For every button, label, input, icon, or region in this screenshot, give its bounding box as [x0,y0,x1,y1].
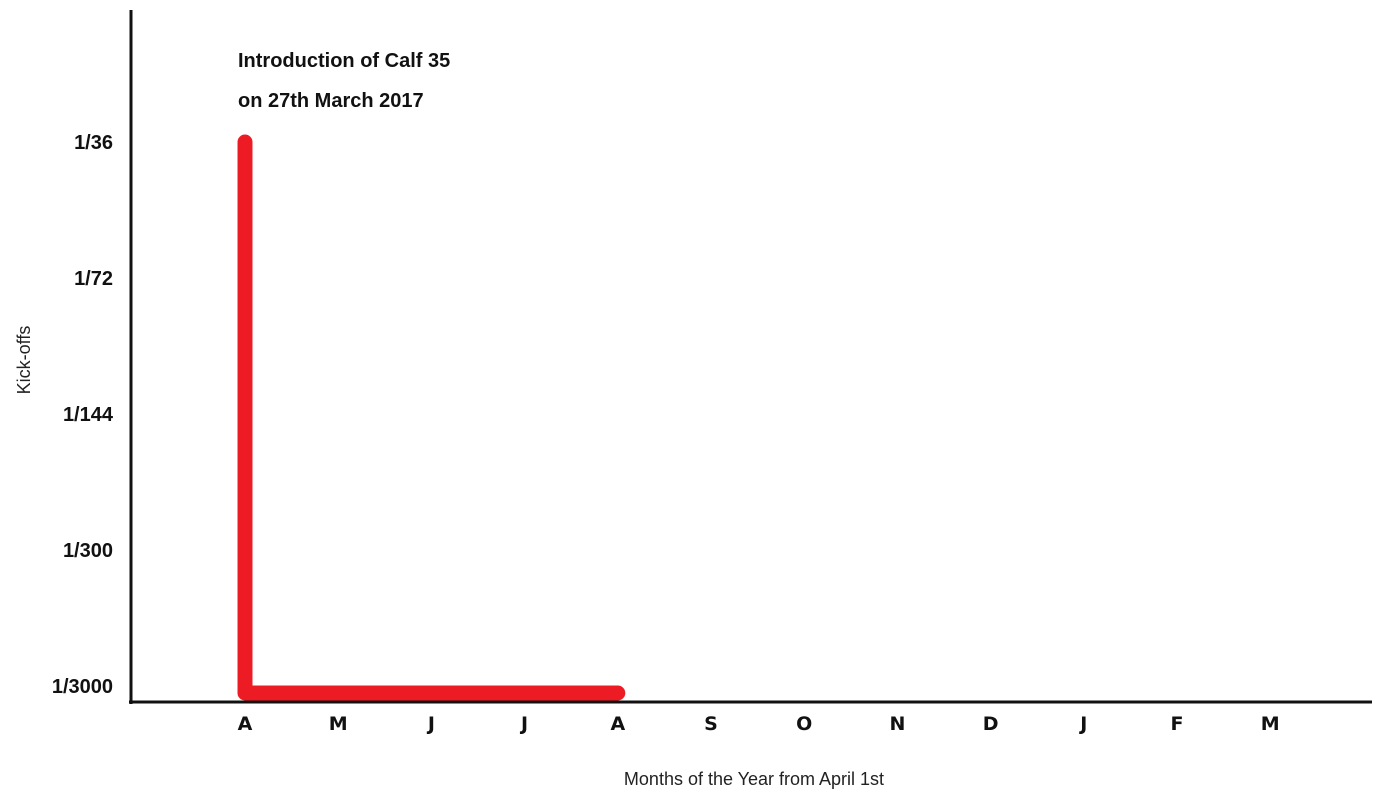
y-tick-label: 1/300 [63,540,113,562]
y-tick-labels: 1/36 1/72 1/144 1/300 1/3000 [52,132,114,698]
y-axis-label: Kick-offs [14,326,34,395]
x-tick-label: F [1171,713,1184,735]
y-tick-label: 1/72 [74,268,113,290]
x-axis-label: Months of the Year from April 1st [624,769,884,789]
y-tick-label: 1/144 [63,404,114,426]
axes [129,10,1372,704]
annotation-line-1: Introduction of Calf 35 [238,50,450,72]
x-tick-label: N [889,713,905,735]
x-tick-label: J [426,713,435,735]
x-tick-label: A [610,713,625,735]
series-line [237,134,626,701]
x-tick-label: A [238,713,253,735]
x-tick-label: D [983,713,999,735]
y-tick-label: 1/3000 [52,676,113,698]
x-tick-label: M [329,713,348,735]
x-tick-label: M [1261,713,1280,735]
x-tick-label: J [519,713,528,735]
x-tick-label: O [796,713,812,735]
x-tick-label: J [1078,713,1087,735]
y-tick-label: 1/36 [74,132,113,154]
annotation-line-2: on 27th March 2017 [238,90,424,112]
x-tick-label: S [704,713,718,735]
series-layer [237,134,626,701]
